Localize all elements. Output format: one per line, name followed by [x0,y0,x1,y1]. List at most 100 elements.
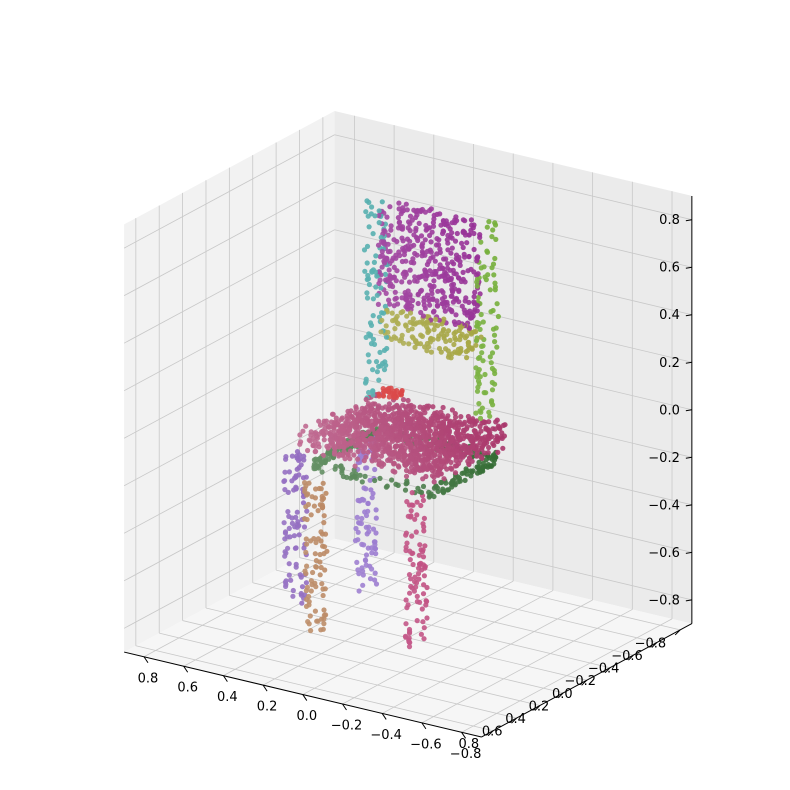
point-front-leg-left [416,576,422,582]
point-back-post-right [364,276,370,283]
point-backrest [388,227,394,233]
y-tick-label: 0.6 [482,725,503,740]
point-seat [399,457,405,463]
point-back-leg-right [288,577,294,583]
point-back-rail [463,349,469,355]
point-seat-apron [389,477,395,483]
point-back-rail [406,341,412,347]
point-back-rail [418,332,424,338]
point-back-leg-left [360,582,366,588]
point-backrest [419,253,425,259]
point-back-leg-left [369,550,375,556]
point-back-post-left [477,408,483,414]
point-seat [391,419,398,425]
point-front-leg-left [403,547,409,554]
point-back-leg-left [365,545,371,551]
point-seat [431,479,437,485]
point-seat [403,467,410,474]
point-back-leg-left [355,529,361,535]
point-seat [386,442,392,448]
point-back-rail [403,323,409,329]
point-back-leg-left [355,567,361,573]
point-seat [465,458,471,464]
point-backrest [399,279,405,285]
point-back-post-left [475,378,482,384]
point-seat [391,461,397,467]
point-front-leg-right [315,508,321,514]
point-seat [432,410,438,416]
point-seat [345,451,351,457]
z-tick-label: 0.4 [659,308,680,323]
x-tick-mark [262,684,268,692]
point-backrest [459,303,465,309]
x-tick-label: 0.2 [257,700,278,715]
point-front-leg-right [305,619,311,625]
point-back-post-right [369,204,375,210]
point-seat [369,458,375,464]
point-front-leg-left [406,572,413,578]
point-seat [308,432,314,438]
point-back-post-right [370,296,376,302]
point-back-leg-left [355,497,361,503]
point-backrest [460,244,466,251]
point-seat [469,433,475,440]
point-backrest [424,248,430,254]
grid-line-z-wall [334,371,692,458]
point-seat [313,430,319,436]
point-back-leg-right [301,545,307,551]
point-front-leg-left [414,618,420,624]
point-backrest [430,220,436,226]
point-backrest [457,262,463,268]
point-seat [390,468,396,474]
point-seat [486,444,492,451]
point-back-leg-right [289,478,295,484]
point-back-rail [378,329,384,335]
point-seat-apron [339,470,345,476]
point-back-post-right [364,198,370,204]
point-backrest [415,237,421,244]
point-seat [340,444,346,450]
z-tick-mark [685,456,692,459]
point-backrest [474,258,480,264]
point-back-post-left [480,358,486,364]
point-back-post-left [494,344,500,350]
point-seat [417,439,423,445]
x-tick-mark [222,675,228,682]
point-backrest [448,293,454,299]
point-back-leg-right [281,478,287,484]
point-seat [490,440,496,447]
point-back-leg-right [290,593,296,599]
point-back-post-right [383,334,390,340]
point-backrest [459,240,465,246]
point-front-leg-left [414,499,420,505]
point-back-post-right [364,290,370,296]
point-front-leg-left [414,593,420,600]
point-seat-apron [348,475,354,481]
y-tick-label: −0.6 [611,649,643,664]
point-seat [439,435,445,441]
point-back-rail [432,322,438,328]
point-seat [474,451,480,457]
point-seat [437,448,443,455]
point-backrest [471,230,477,237]
point-back-post-left [473,338,479,344]
point-back-leg-left [363,557,369,564]
point-backrest [439,288,445,294]
point-backrest [422,237,428,243]
point-back-leg-right [303,580,309,586]
point-front-leg-right [319,497,325,503]
point-back-leg-left [360,572,366,578]
point-back-post-left [482,274,488,280]
point-seat [442,439,448,445]
point-backrest [406,219,412,225]
point-back-leg-right [294,453,300,459]
grid-line-y-floor [322,544,681,631]
x-tick-mark [461,732,467,739]
point-backrest [406,279,413,285]
point-front-leg-right [317,551,323,558]
point-back-post-left [474,279,480,285]
z-tick-label: −0.4 [648,498,680,513]
point-seat [417,404,423,410]
point-backrest [375,301,381,307]
point-back-post-right [366,359,372,365]
